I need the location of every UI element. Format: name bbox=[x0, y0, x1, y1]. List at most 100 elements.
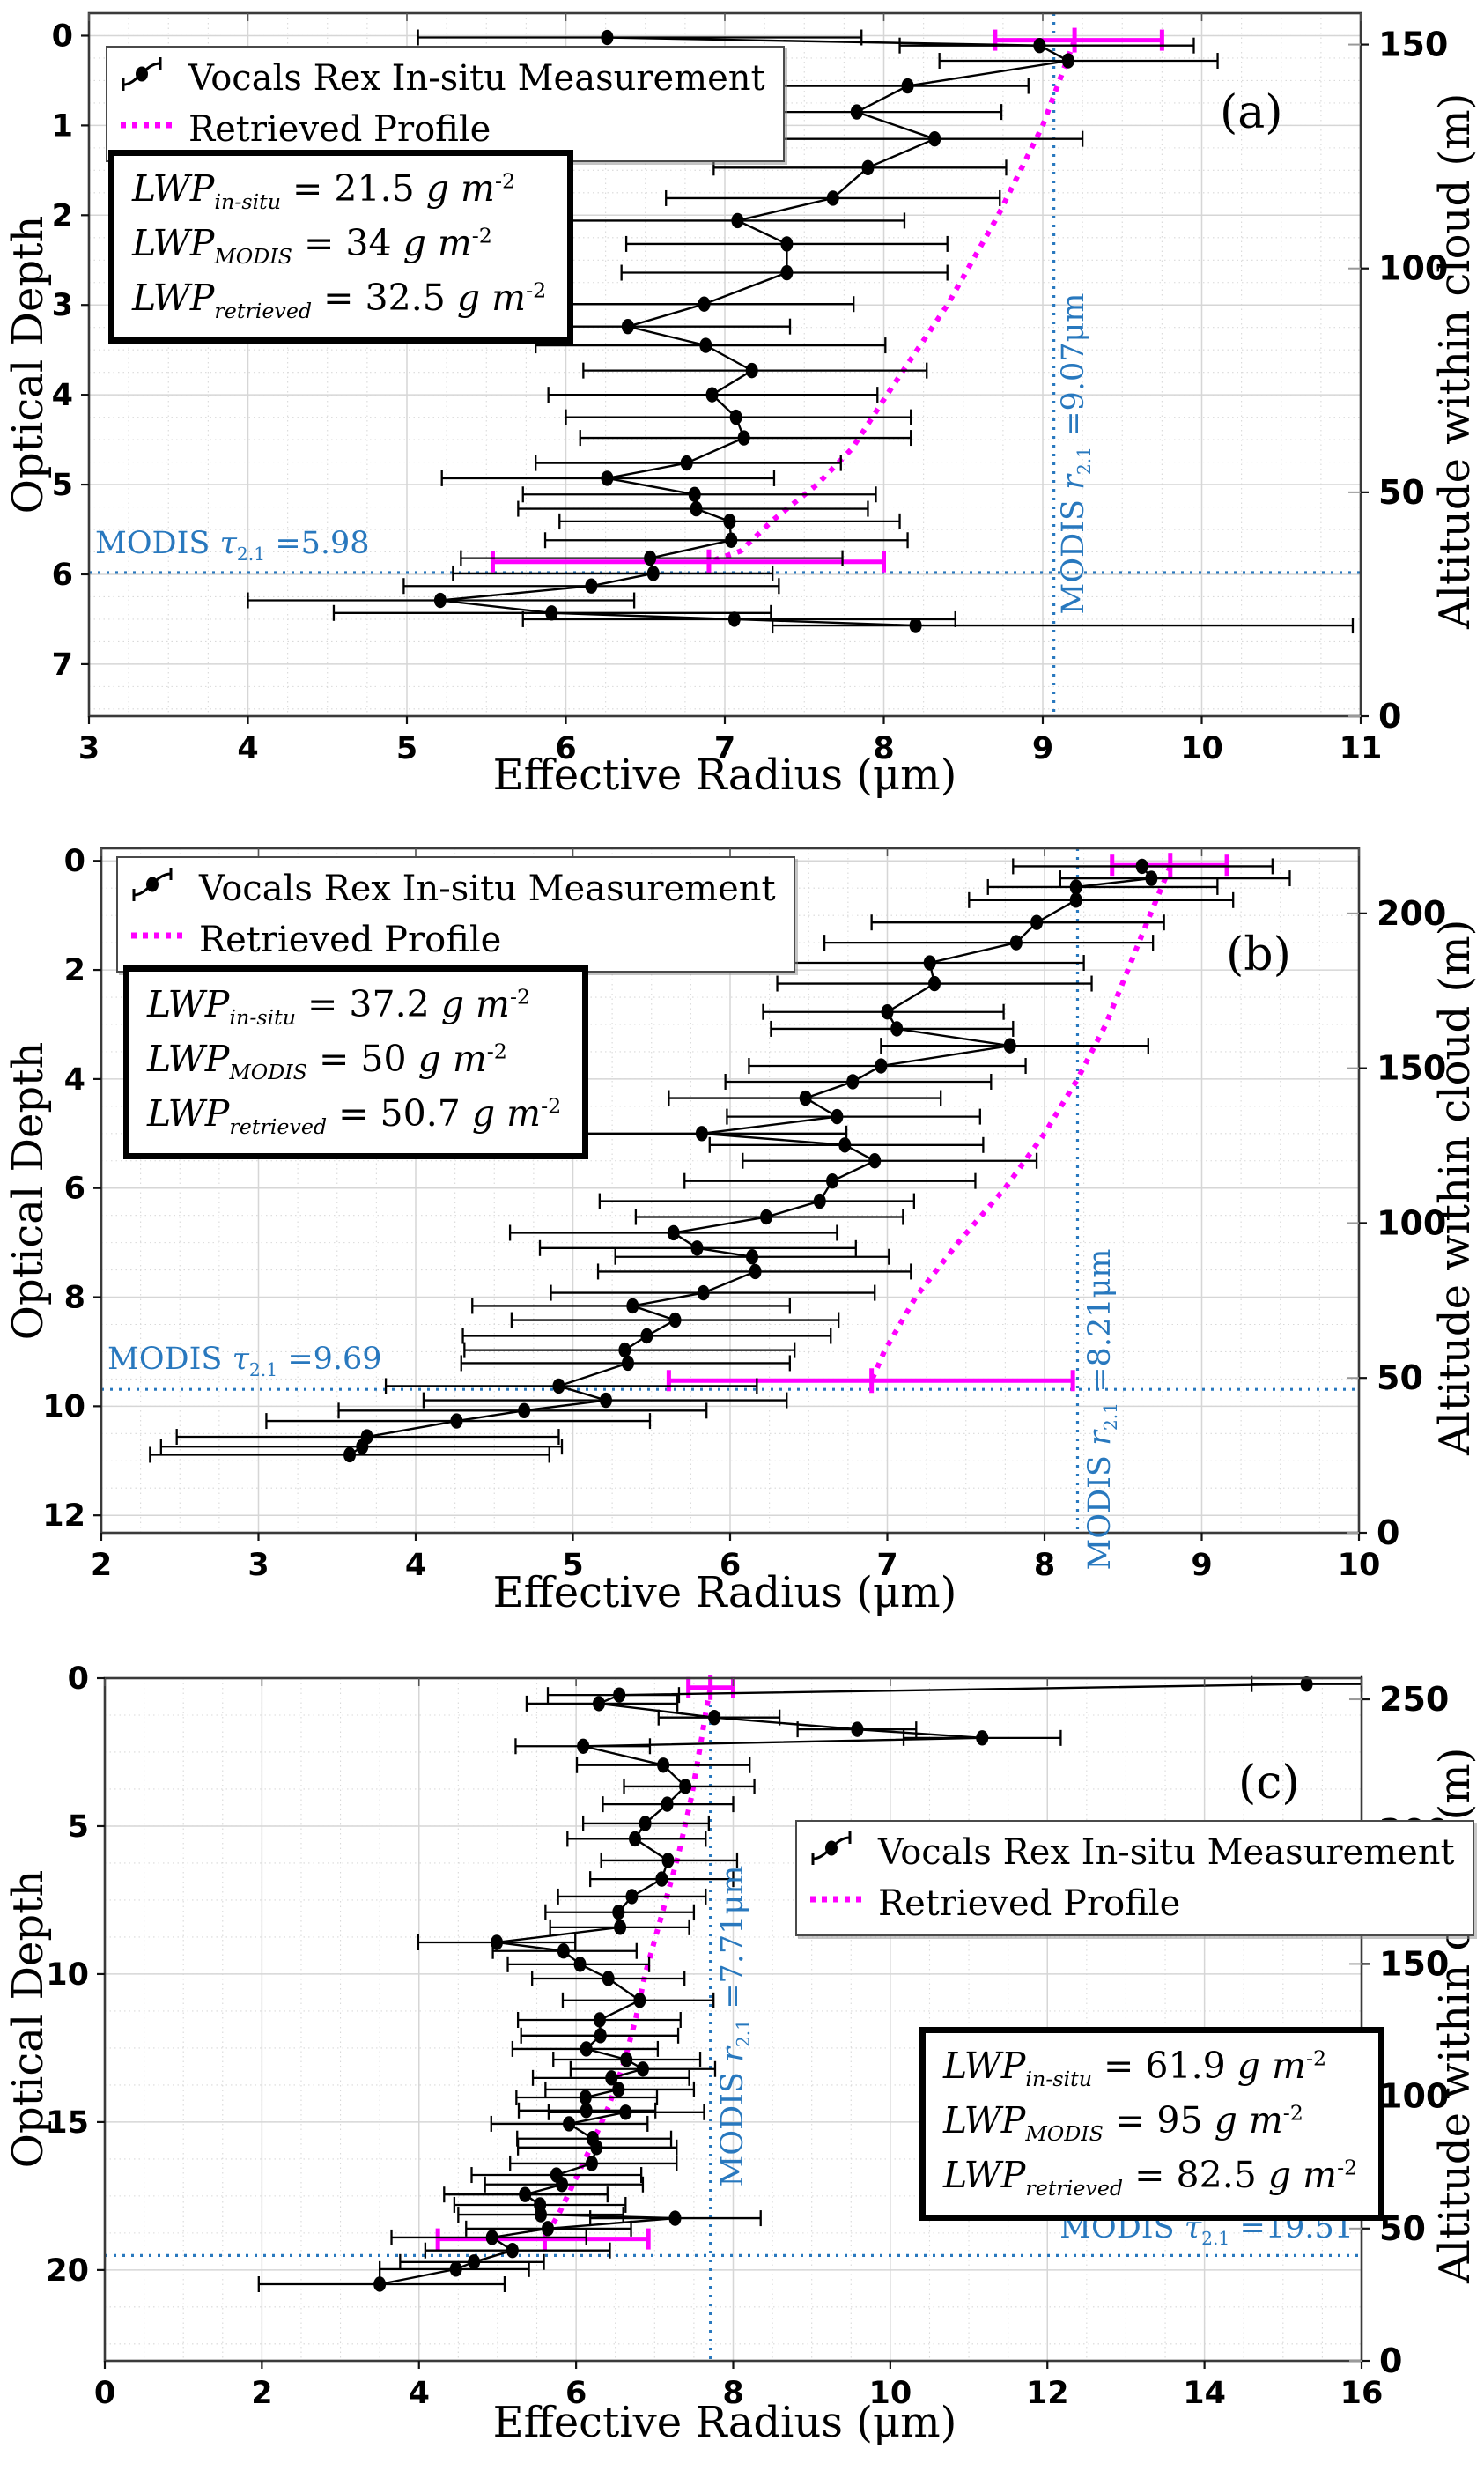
lwp-row: LWPMODIS = 50 g m-2 bbox=[147, 1037, 507, 1085]
insitu-data-point bbox=[580, 2103, 593, 2119]
lwp-row: LWPretrieved = 50.7 g m-2 bbox=[147, 1091, 562, 1140]
y-tick-label: 10 bbox=[46, 1957, 89, 1993]
insitu-data-point bbox=[585, 578, 598, 594]
insitu-data-point bbox=[592, 1696, 605, 1712]
insitu-data-point bbox=[657, 1757, 670, 1773]
insitu-data-point bbox=[563, 2116, 576, 2132]
insitu-data-point bbox=[621, 1355, 634, 1372]
legend-insitu-label: Vocals Rex In-situ Measurement bbox=[188, 58, 765, 99]
x-tick-label: 4 bbox=[409, 2376, 430, 2411]
insitu-data-point bbox=[580, 2041, 593, 2057]
insitu-data-point bbox=[799, 1090, 812, 1106]
insitu-data-point bbox=[590, 2140, 603, 2156]
insitu-data-point bbox=[780, 236, 794, 252]
insitu-data-point bbox=[552, 1378, 565, 1394]
insitu-data-point bbox=[601, 470, 614, 486]
insitu-data-point bbox=[901, 78, 914, 94]
insitu-data-point bbox=[619, 2104, 632, 2120]
y-tick-label: 6 bbox=[52, 558, 73, 593]
y-axis-title-b: Optical Depth bbox=[4, 1041, 53, 1341]
x-tick-label: 6 bbox=[720, 1548, 741, 1583]
x-tick-label: 8 bbox=[722, 2376, 743, 2411]
insitu-data-point bbox=[708, 1709, 721, 1726]
legend-panel-b: Vocals Rex In-situ Measurement Retrieved… bbox=[116, 856, 795, 973]
insitu-data-point bbox=[518, 1402, 531, 1419]
y-tick-label: 12 bbox=[42, 1498, 85, 1534]
legend-panel-c: Vocals Rex In-situ Measurement Retrieved… bbox=[795, 1820, 1474, 1936]
panel-tag-b: (b) bbox=[1226, 928, 1291, 981]
insitu-data-point bbox=[534, 2207, 547, 2223]
x-tick-label: 10 bbox=[1180, 731, 1223, 766]
insitu-data-point bbox=[593, 2012, 606, 2028]
insitu-data-point bbox=[690, 1240, 704, 1256]
retrieved-profile-line bbox=[707, 39, 1077, 565]
altitude-axis-title-a: Altitude within cloud (m) bbox=[1430, 92, 1480, 629]
insitu-data-point bbox=[737, 430, 750, 446]
x-tick-label: 2 bbox=[91, 1548, 112, 1583]
insitu-data-point bbox=[573, 1957, 587, 1972]
lwp-row: LWPretrieved = 32.5 g m-2 bbox=[132, 276, 547, 324]
insitu-data-point bbox=[679, 1779, 692, 1794]
insitu-data-point bbox=[826, 1172, 839, 1189]
insitu-data-point bbox=[579, 2090, 592, 2105]
insitu-data-point bbox=[602, 1971, 615, 1986]
insitu-data-point bbox=[749, 1263, 762, 1280]
y-tick-label: 6 bbox=[64, 1172, 85, 1207]
insitu-data-point bbox=[577, 1738, 590, 1754]
y-tick-label: 15 bbox=[46, 2105, 89, 2141]
panel-tag-c: (c) bbox=[1238, 1757, 1300, 1809]
insitu-data-point bbox=[668, 2210, 682, 2226]
legend-retrieved-label: Retrieved Profile bbox=[878, 1883, 1181, 1924]
insitu-data-point bbox=[618, 1342, 631, 1358]
x-tick-label: 8 bbox=[873, 731, 894, 766]
legend-item-retrieved: Retrieved Profile bbox=[129, 916, 776, 964]
y-tick-label: 3 bbox=[52, 288, 73, 323]
lwp-row: LWPin-situ = 37.2 g m-2 bbox=[147, 983, 531, 1031]
insitu-data-point bbox=[881, 1004, 894, 1020]
legend-item-insitu: Vocals Rex In-situ Measurement bbox=[118, 55, 765, 102]
x-tick-label: 3 bbox=[78, 731, 100, 766]
x-tick-label: 5 bbox=[562, 1548, 583, 1583]
insitu-data-point bbox=[601, 29, 614, 46]
legend-item-retrieved: Retrieved Profile bbox=[118, 106, 765, 153]
altitude-tick-label: 100 bbox=[1379, 2077, 1449, 2116]
insitu-data-point bbox=[928, 130, 941, 147]
insitu-data-point bbox=[556, 2177, 569, 2193]
altitude-tick-label: 150 bbox=[1378, 26, 1448, 64]
retrieved-line-icon bbox=[808, 1880, 869, 1927]
insitu-data-point bbox=[745, 1249, 758, 1265]
insitu-data-point bbox=[1069, 879, 1082, 895]
insitu-data-point bbox=[468, 2254, 481, 2270]
insitu-data-point bbox=[850, 104, 863, 120]
y-tick-label: 20 bbox=[46, 2253, 89, 2289]
lwp-row: LWPMODIS = 34 g m-2 bbox=[132, 221, 492, 270]
insitu-data-point bbox=[646, 566, 660, 581]
lwp-box-b: LWPin-situ = 37.2 g m-2 LWPMODIS = 50 g … bbox=[123, 965, 589, 1159]
insitu-marker-icon bbox=[129, 865, 190, 913]
insitu-data-point bbox=[1069, 892, 1082, 908]
insitu-data-point bbox=[506, 2242, 519, 2259]
y-tick-label: 2 bbox=[64, 953, 85, 988]
x-axis-title-a: Effective Radius (μm) bbox=[492, 751, 957, 800]
insitu-data-point bbox=[629, 1831, 642, 1847]
insitu-data-point bbox=[1033, 37, 1046, 54]
insitu-data-point bbox=[620, 2052, 633, 2067]
retrieved-profile-line bbox=[542, 1688, 713, 2241]
x-tick-label: 6 bbox=[565, 2376, 587, 2411]
insitu-data-point bbox=[373, 2276, 387, 2292]
legend-item-insitu: Vocals Rex In-situ Measurement bbox=[129, 865, 776, 913]
x-tick-label: 4 bbox=[237, 731, 258, 766]
insitu-data-point bbox=[846, 1074, 860, 1090]
insitu-data-point bbox=[449, 2261, 462, 2277]
altitude-tick-label: 50 bbox=[1379, 2209, 1426, 2248]
insitu-data-point bbox=[680, 455, 693, 471]
y-tick-label: 4 bbox=[64, 1062, 85, 1098]
insitu-data-point bbox=[343, 1446, 357, 1463]
altitude-tick-label: 150 bbox=[1379, 1944, 1449, 1983]
x-tick-label: 9 bbox=[1191, 1548, 1212, 1583]
retrieved-profile-line bbox=[868, 865, 1173, 1382]
altitude-tick-label: 200 bbox=[1377, 894, 1446, 933]
x-tick-label: 7 bbox=[714, 731, 735, 766]
modis-re-label-a: MODIS r2.1 =9.07μm bbox=[1056, 292, 1095, 615]
